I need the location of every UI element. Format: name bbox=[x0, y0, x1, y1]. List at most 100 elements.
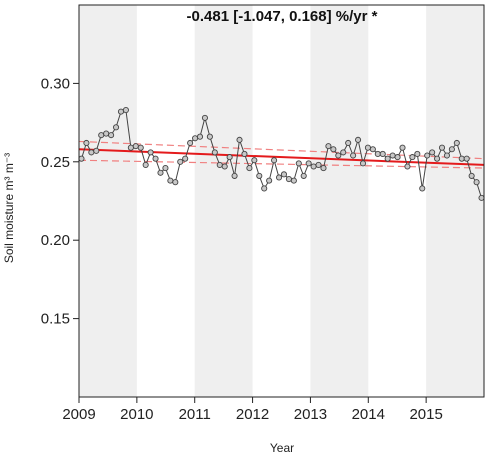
data-point bbox=[280, 171, 288, 178]
data-point bbox=[290, 177, 297, 184]
plot-frame bbox=[78, 4, 485, 398]
data-point bbox=[320, 165, 327, 172]
series-line bbox=[81, 109, 482, 199]
data-point bbox=[256, 172, 263, 179]
data-point bbox=[473, 179, 480, 186]
data-point bbox=[434, 155, 441, 162]
data-point bbox=[201, 114, 208, 121]
chart-title: -0.481 [-1.047, 0.168] %/yr * bbox=[187, 8, 378, 25]
data-point bbox=[112, 124, 120, 131]
data-point bbox=[468, 172, 475, 179]
data-point bbox=[414, 150, 421, 158]
data-point bbox=[453, 139, 460, 147]
confidence-upper-line bbox=[78, 140, 485, 160]
x-tick-label: 2014 bbox=[352, 406, 385, 423]
x-axis: 2009 2010 2011 2012 2013 2014 2015 bbox=[62, 397, 443, 423]
data-point bbox=[127, 144, 134, 151]
data-point bbox=[196, 133, 204, 140]
data-point bbox=[424, 152, 431, 159]
data-point bbox=[192, 135, 199, 142]
data-point bbox=[364, 144, 371, 151]
data-point bbox=[241, 150, 248, 158]
data-point bbox=[374, 150, 381, 158]
data-point bbox=[83, 139, 90, 147]
data-point bbox=[246, 165, 253, 172]
y-tick-label: 0.25 bbox=[41, 154, 70, 171]
data-point bbox=[275, 174, 283, 181]
data-point bbox=[182, 155, 189, 162]
data-point bbox=[448, 146, 455, 153]
year-bands bbox=[79, 5, 484, 397]
data-point bbox=[443, 152, 451, 159]
data-point bbox=[137, 144, 144, 151]
data-point bbox=[438, 144, 446, 151]
data-point bbox=[345, 139, 352, 147]
data-point bbox=[300, 172, 307, 179]
data-point bbox=[458, 155, 465, 162]
data-point bbox=[93, 147, 100, 154]
data-point bbox=[103, 130, 110, 137]
data-point bbox=[429, 149, 436, 156]
data-point bbox=[152, 155, 159, 162]
data-point bbox=[330, 146, 337, 153]
data-point bbox=[350, 152, 357, 159]
data-point bbox=[147, 149, 154, 156]
year-band-2013 bbox=[310, 5, 369, 397]
data-point bbox=[325, 143, 332, 150]
x-tick-label: 2012 bbox=[236, 406, 269, 423]
data-point bbox=[122, 107, 129, 114]
year-band-2009 bbox=[79, 5, 137, 397]
trend-line bbox=[78, 148, 485, 166]
data-point bbox=[132, 143, 139, 150]
data-point bbox=[177, 158, 184, 165]
data-point bbox=[355, 136, 362, 143]
data-point bbox=[399, 144, 406, 151]
data-point bbox=[463, 155, 470, 162]
data-point bbox=[266, 177, 273, 184]
data-point bbox=[172, 179, 179, 186]
data-point bbox=[187, 139, 194, 147]
data-point bbox=[285, 175, 292, 183]
data-point bbox=[295, 160, 302, 167]
x-axis-title: Year bbox=[270, 441, 294, 455]
x-tick-label: 2011 bbox=[179, 406, 211, 423]
y-axis-title: Soil moisture m³ m⁻³ bbox=[2, 153, 16, 263]
data-point bbox=[305, 160, 312, 167]
data-point bbox=[211, 149, 218, 156]
data-point bbox=[98, 132, 105, 139]
year-band-2015 bbox=[426, 5, 484, 397]
data-point bbox=[226, 154, 233, 161]
data-point bbox=[394, 154, 401, 161]
data-point bbox=[88, 149, 95, 156]
data-point bbox=[206, 133, 213, 140]
data-point bbox=[315, 161, 322, 168]
x-tick-label: 2015 bbox=[409, 406, 442, 423]
data-point bbox=[409, 154, 416, 161]
x-tick-label: 2010 bbox=[120, 406, 153, 423]
data-point bbox=[404, 163, 411, 170]
data-point bbox=[216, 161, 223, 168]
trend-line-group bbox=[78, 148, 485, 166]
data-point bbox=[419, 185, 426, 192]
data-point bbox=[379, 150, 386, 158]
data-point bbox=[478, 194, 485, 201]
data-point bbox=[167, 177, 174, 184]
series-group bbox=[78, 107, 485, 201]
year-band-2011 bbox=[194, 5, 253, 397]
data-point bbox=[108, 132, 115, 139]
y-tick-label: 0.15 bbox=[41, 311, 70, 328]
y-tick-label: 0.20 bbox=[41, 232, 70, 249]
data-point bbox=[221, 163, 228, 170]
data-point bbox=[384, 155, 391, 162]
data-point bbox=[251, 157, 258, 164]
y-tick-label: 0.30 bbox=[41, 75, 70, 92]
data-point bbox=[162, 165, 169, 172]
data-point bbox=[359, 160, 367, 167]
data-point bbox=[117, 108, 125, 115]
data-point bbox=[157, 169, 164, 176]
x-tick-label: 2009 bbox=[62, 406, 95, 423]
data-point bbox=[142, 161, 149, 168]
y-axis: 0.15 0.20 0.25 0.30 bbox=[41, 75, 79, 328]
data-point bbox=[389, 152, 396, 159]
